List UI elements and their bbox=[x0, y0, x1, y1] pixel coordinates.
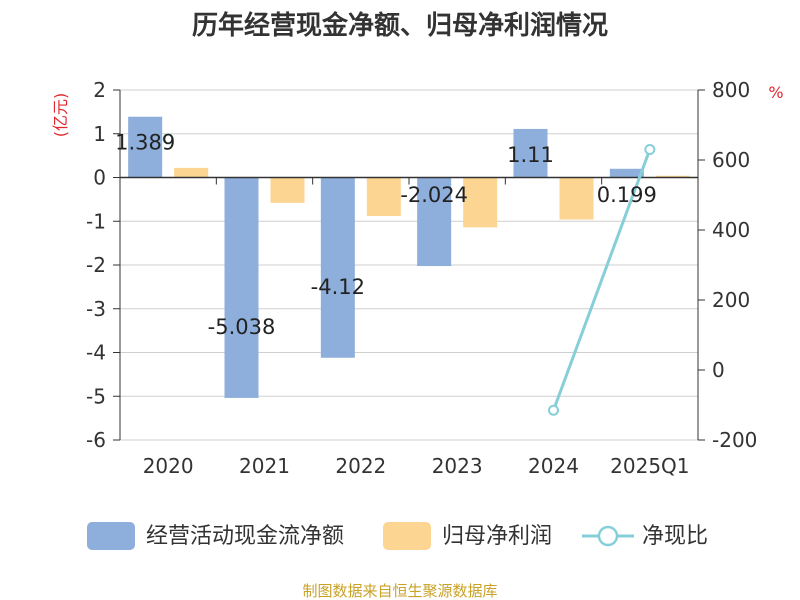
left-tick-label: -4 bbox=[86, 341, 106, 365]
ratio-point bbox=[644, 144, 656, 155]
right-tick-label: 200 bbox=[712, 288, 750, 312]
net-profit-bar bbox=[559, 177, 594, 220]
cashflow-data-label: -5.038 bbox=[208, 315, 276, 339]
legend: 经营活动现金流净额 归母净利润 净现比 bbox=[87, 522, 708, 550]
left-axis-label: (亿元) bbox=[51, 93, 70, 138]
x-tick-label: 2025Q1 bbox=[610, 454, 689, 478]
x-tick-label: 2022 bbox=[335, 454, 386, 478]
legend-label-cashflow: 经营活动现金流净额 bbox=[146, 524, 344, 549]
left-tick-label: -1 bbox=[86, 209, 106, 233]
net-profit-bar bbox=[174, 167, 209, 178]
axes bbox=[113, 89, 705, 441]
ratio-line-path bbox=[552, 148, 652, 411]
right-tick-label: 800 bbox=[712, 78, 750, 102]
legend-label-ratio: 净现比 bbox=[642, 524, 708, 549]
left-tick-label: -2 bbox=[86, 253, 106, 277]
cashflow-data-label: -4.12 bbox=[311, 275, 365, 299]
cashflow-data-label: -2.024 bbox=[400, 183, 468, 207]
cashflow-bar bbox=[128, 116, 163, 178]
left-tick-label: -3 bbox=[86, 297, 106, 321]
left-tick-label: 1 bbox=[93, 122, 106, 146]
data-labels: 1.389 -5.038 -4.12 -2.024 1.11 0.199 bbox=[115, 131, 657, 339]
left-tick-label: 2 bbox=[93, 78, 106, 102]
ratio-point bbox=[162, 133, 174, 145]
cashflow-bar bbox=[609, 168, 644, 178]
right-tick-label: -200 bbox=[712, 428, 757, 452]
x-tick-label: 2024 bbox=[528, 454, 579, 478]
chart-title: 历年经营现金净额、归母净利润情况 bbox=[192, 10, 608, 41]
cashflow-bar bbox=[224, 177, 259, 398]
right-tick-label: 0 bbox=[712, 358, 725, 382]
x-tick-label: 2023 bbox=[432, 454, 483, 478]
right-axis-label: % bbox=[768, 83, 783, 102]
legend-swatch-cashflow bbox=[87, 522, 135, 550]
right-tick-label: 600 bbox=[712, 148, 750, 172]
left-tick-label: -5 bbox=[86, 384, 106, 408]
net-profit-bar bbox=[463, 177, 498, 228]
net-profit-bar bbox=[270, 177, 305, 203]
x-tick-label: 2020 bbox=[143, 454, 194, 478]
left-tick-label: -6 bbox=[86, 428, 106, 452]
cashflow-data-label: 0.199 bbox=[597, 183, 657, 207]
net-profit-bar bbox=[655, 175, 690, 178]
cashflow-bar bbox=[513, 128, 548, 178]
cashflow-bar bbox=[417, 177, 452, 267]
right-tick-label: 400 bbox=[712, 218, 750, 242]
cashflow-bar bbox=[320, 177, 355, 358]
gridlines bbox=[120, 89, 698, 441]
legend-label-net-profit: 归母净利润 bbox=[442, 524, 552, 549]
legend-swatch-net-profit bbox=[383, 522, 431, 550]
source-note: 制图数据来自恒生聚源数据库 bbox=[302, 582, 497, 600]
net-profit-bar bbox=[366, 177, 401, 216]
ratio-line bbox=[162, 133, 656, 416]
cashflow-data-label: 1.11 bbox=[507, 143, 554, 167]
cashflow-data-label: 1.389 bbox=[115, 131, 175, 155]
left-tick-label: 0 bbox=[93, 166, 106, 190]
ratio-point bbox=[548, 404, 559, 416]
legend-marker-ratio bbox=[597, 525, 619, 547]
x-tick-label: 2021 bbox=[239, 454, 290, 478]
bars bbox=[128, 116, 690, 398]
tick-labels: 2 1 0 -1 -2 -3 -4 -5 -6 800 600 400 200 0 -200 2020 2021… bbox=[86, 78, 757, 478]
